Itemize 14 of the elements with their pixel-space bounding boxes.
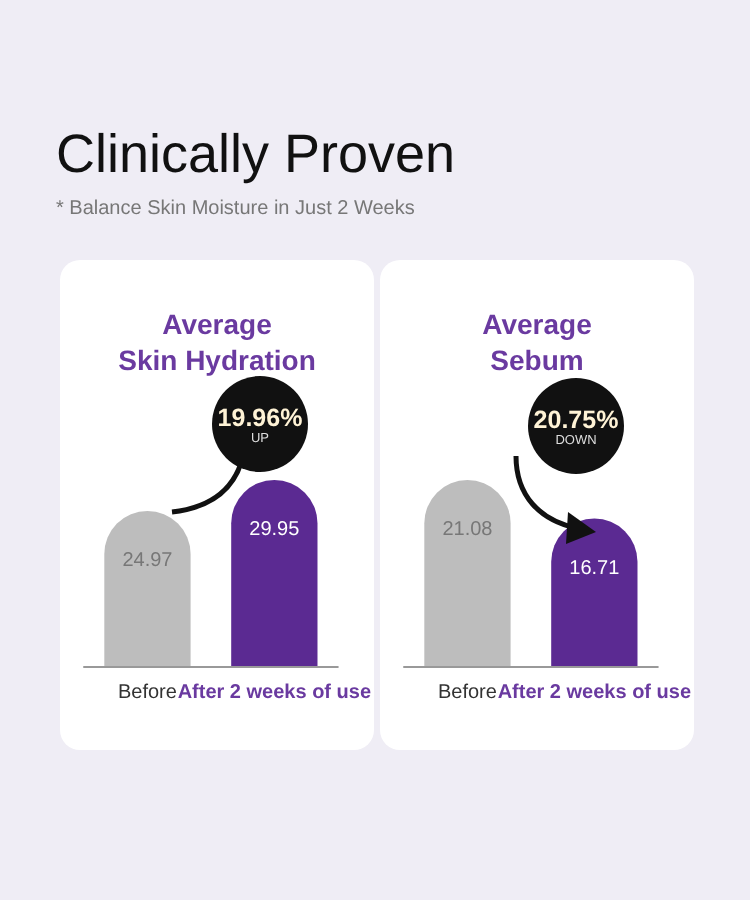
text: Clinically Proven [56, 124, 456, 186]
text: * Balance Skin Moisture in Just 2 Weeks [56, 198, 417, 220]
data-label: 24.97 [122, 549, 174, 572]
text: 19.96% [215, 403, 305, 431]
text: 20.75% [531, 405, 621, 433]
x-tick-label: Before [437, 682, 498, 704]
x-tick-label: After 2 weeks of use [177, 682, 372, 704]
data-label: 21.08 [442, 519, 494, 541]
x-tick-label: After 2 weeks of use [497, 682, 692, 704]
x-tick-label: Before [117, 682, 178, 704]
chart-title: Average Skin Hydration [118, 308, 316, 376]
chart-title: Average Sebum [482, 308, 593, 376]
data-label: 16.71 [569, 557, 621, 580]
data-label: 29.95 [249, 519, 301, 541]
